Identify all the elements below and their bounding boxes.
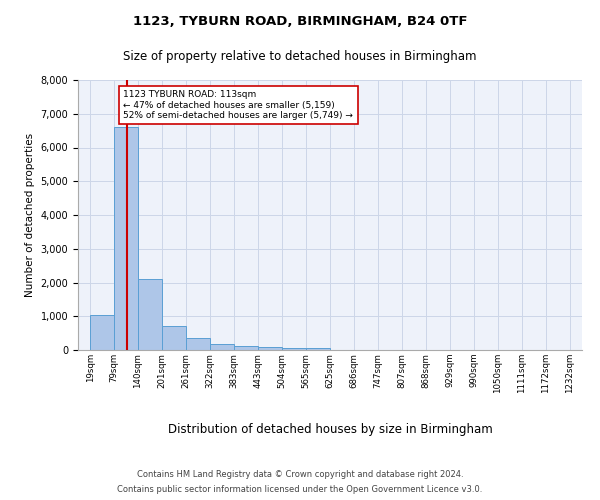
Text: Distribution of detached houses by size in Birmingham: Distribution of detached houses by size … — [167, 422, 493, 436]
Bar — [138, 279, 162, 350]
Bar — [186, 338, 210, 350]
Y-axis label: Number of detached properties: Number of detached properties — [25, 133, 35, 297]
Text: 1123 TYBURN ROAD: 113sqm
← 47% of detached houses are smaller (5,159)
52% of sem: 1123 TYBURN ROAD: 113sqm ← 47% of detach… — [123, 90, 353, 120]
Bar — [257, 346, 282, 350]
Text: 1123, TYBURN ROAD, BIRMINGHAM, B24 0TF: 1123, TYBURN ROAD, BIRMINGHAM, B24 0TF — [133, 15, 467, 28]
Bar — [162, 326, 186, 350]
Bar — [210, 344, 234, 350]
Text: Size of property relative to detached houses in Birmingham: Size of property relative to detached ho… — [123, 50, 477, 63]
Bar — [234, 346, 258, 350]
Bar — [282, 348, 306, 350]
Bar — [114, 127, 138, 350]
Text: Contains HM Land Registry data © Crown copyright and database right 2024.: Contains HM Land Registry data © Crown c… — [137, 470, 463, 479]
Text: Contains public sector information licensed under the Open Government Licence v3: Contains public sector information licen… — [118, 485, 482, 494]
Bar — [90, 314, 114, 350]
Bar — [306, 348, 330, 350]
